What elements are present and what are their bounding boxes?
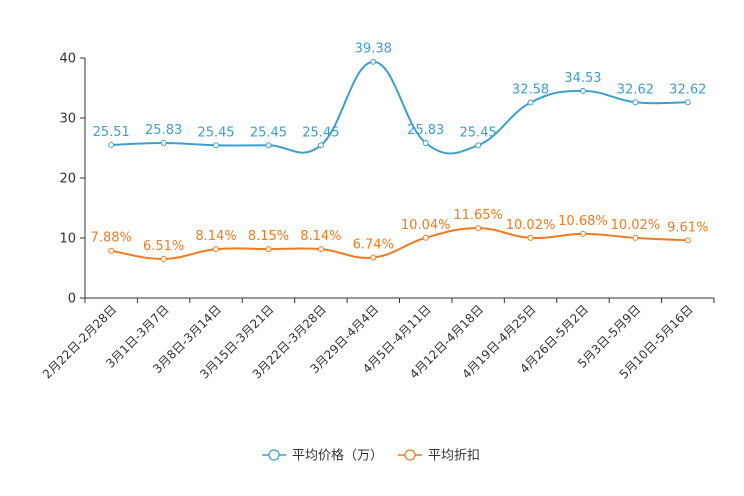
- y-tick-label: 20: [59, 172, 76, 187]
- data-label: 25.45: [250, 125, 287, 140]
- data-point[interactable]: [213, 142, 220, 149]
- data-point[interactable]: [632, 234, 639, 241]
- data-point[interactable]: [265, 246, 272, 253]
- data-label: 25.45: [197, 125, 234, 140]
- y-tick-label: 40: [59, 52, 76, 67]
- data-label: 7.88%: [91, 231, 132, 246]
- data-label: 25.51: [93, 125, 130, 140]
- data-label: 11.65%: [453, 208, 503, 223]
- data-label: 25.45: [302, 125, 339, 140]
- legend[interactable]: 平均价格（万） 平均折扣: [262, 448, 480, 464]
- data-label: 8.15%: [248, 229, 289, 244]
- data-point[interactable]: [684, 237, 691, 244]
- data-label: 25.83: [145, 123, 182, 138]
- legend-marker-icon: [404, 449, 416, 461]
- data-label: 25.83: [407, 123, 444, 138]
- data-label: 32.58: [512, 83, 549, 98]
- data-point[interactable]: [265, 142, 272, 149]
- data-point[interactable]: [370, 58, 377, 65]
- y-tick-label: 0: [68, 292, 76, 307]
- data-point[interactable]: [475, 225, 482, 232]
- data-label: 8.14%: [195, 229, 236, 244]
- data-point[interactable]: [213, 246, 220, 253]
- data-point[interactable]: [684, 99, 691, 106]
- data-label: 6.51%: [143, 239, 184, 254]
- data-label: 8.14%: [300, 229, 341, 244]
- data-label: 10.04%: [401, 218, 451, 233]
- data-point[interactable]: [317, 246, 324, 253]
- axes: 0102030402月22日-2月28日3月1日-3月7日3月8日-3月14日3…: [40, 52, 715, 382]
- data-point[interactable]: [579, 87, 586, 94]
- data-point[interactable]: [160, 255, 167, 262]
- data-label: 32.62: [669, 82, 706, 97]
- legend-marker-icon: [268, 449, 280, 461]
- legend-item-1[interactable]: 平均价格（万）: [262, 448, 383, 464]
- legend-label: 平均价格（万）: [292, 448, 383, 464]
- data-point[interactable]: [422, 234, 429, 241]
- data-point[interactable]: [422, 140, 429, 147]
- data-label: 10.02%: [506, 218, 556, 233]
- data-point[interactable]: [108, 247, 115, 254]
- data-point[interactable]: [527, 99, 534, 106]
- series-line-2: [111, 227, 688, 260]
- data-label: 39.38: [355, 42, 392, 57]
- data-point[interactable]: [579, 230, 586, 237]
- legend-label: 平均折扣: [428, 449, 480, 464]
- data-point[interactable]: [527, 234, 534, 241]
- data-label: 25.45: [460, 125, 497, 140]
- data-label: 10.68%: [558, 214, 608, 229]
- data-labels: 25.51 25.83 25.45 25.45 25.45 39.38 25.83 25.45…: [91, 42, 709, 254]
- data-label: 34.53: [564, 71, 601, 86]
- x-tick-label: 2月22日-2月28日: [40, 302, 119, 381]
- data-label: 10.02%: [611, 218, 661, 233]
- data-point[interactable]: [108, 141, 115, 148]
- data-point[interactable]: [160, 140, 167, 147]
- data-label: 6.74%: [353, 238, 394, 253]
- data-point[interactable]: [370, 254, 377, 261]
- data-label: 32.62: [617, 82, 654, 97]
- data-label: 9.61%: [667, 220, 708, 235]
- data-point[interactable]: [475, 142, 482, 149]
- series-layer: [108, 58, 691, 262]
- y-tick-label: 30: [59, 112, 76, 127]
- legend-item-2[interactable]: 平均折扣: [398, 449, 480, 464]
- y-tick-label: 10: [59, 232, 76, 247]
- data-point[interactable]: [632, 99, 639, 106]
- data-point[interactable]: [317, 142, 324, 149]
